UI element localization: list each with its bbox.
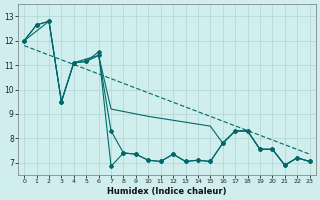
X-axis label: Humidex (Indice chaleur): Humidex (Indice chaleur)	[107, 187, 227, 196]
